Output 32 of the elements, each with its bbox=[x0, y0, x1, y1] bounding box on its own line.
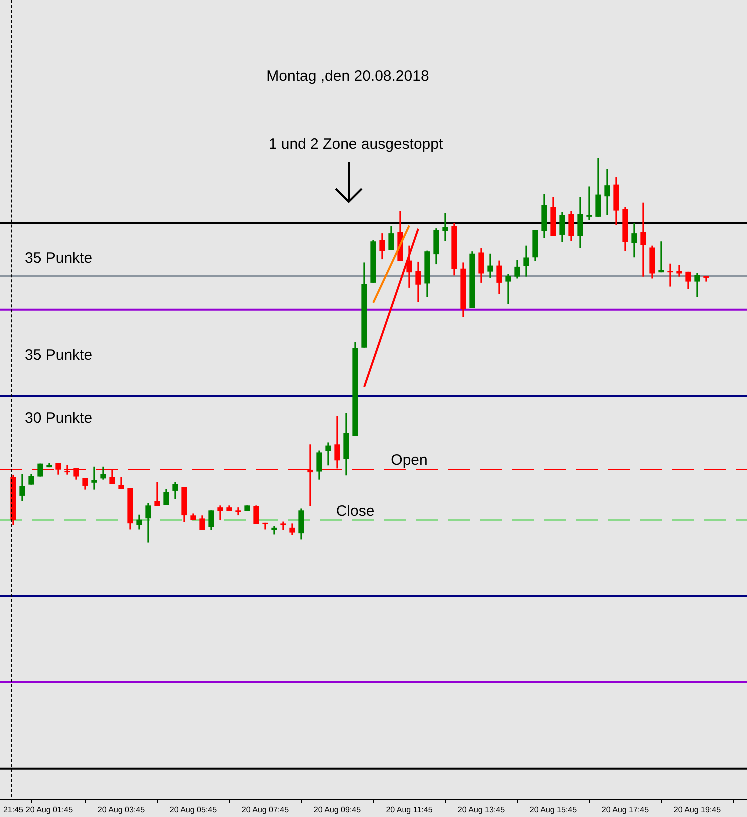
candlestick bbox=[280, 522, 286, 530]
x-tick-label: 20 Aug 05:45 bbox=[170, 805, 218, 814]
x-tick-label: 20 Aug 09:45 bbox=[314, 805, 362, 814]
ref-line-label: Close bbox=[336, 502, 375, 520]
x-tick-label: 20 Aug 01:45 bbox=[26, 805, 74, 814]
candlestick bbox=[92, 466, 98, 490]
candlestick bbox=[640, 202, 646, 277]
x-tick-label: 20 Aug 17:45 bbox=[602, 805, 650, 814]
candlestick bbox=[442, 213, 448, 242]
x-tick-label: 20 Aug 15:45 bbox=[530, 805, 578, 814]
candlestick bbox=[506, 274, 512, 304]
x-tick-label: 20 Aug 11:45 bbox=[386, 805, 434, 814]
text: 1 und 2 Zone ausgestoppt bbox=[268, 136, 444, 153]
annotation: 35 Punkte bbox=[25, 347, 93, 364]
candlestick bbox=[658, 242, 664, 273]
annotation: 30 Punkte bbox=[25, 410, 93, 427]
candlestick bbox=[586, 186, 592, 220]
candlestick bbox=[604, 169, 610, 216]
candlestick bbox=[154, 482, 160, 506]
candlestick bbox=[326, 442, 332, 466]
x-tick-label: 21:45 bbox=[3, 805, 24, 814]
x-tick-label: 20 Aug 13:45 bbox=[458, 805, 506, 814]
chart-title: Montag ,den 20.08.2018 bbox=[266, 68, 430, 85]
candlestick bbox=[676, 265, 682, 277]
ref-line-label: Open bbox=[391, 452, 428, 470]
annotation: 35 Punkte bbox=[25, 250, 93, 267]
candlestick bbox=[668, 264, 674, 287]
candlestick bbox=[236, 508, 242, 516]
candlestick bbox=[488, 254, 494, 278]
x-tick-label: 20 Aug 19:45 bbox=[674, 805, 722, 814]
x-tick-label: 20 Aug 07:45 bbox=[242, 805, 290, 814]
x-tick-label: 20 Aug 03:45 bbox=[98, 805, 146, 814]
